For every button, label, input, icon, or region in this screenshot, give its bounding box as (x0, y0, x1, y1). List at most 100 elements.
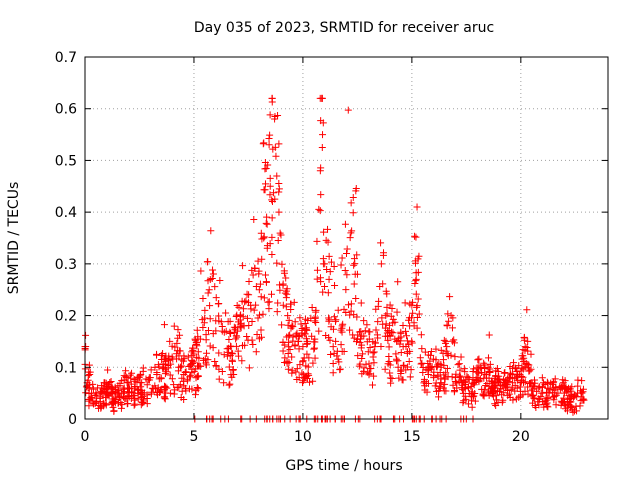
data-point (118, 401, 126, 409)
data-point (342, 286, 350, 294)
data-point-key (292, 332, 300, 340)
data-point (471, 397, 479, 405)
data-point (405, 358, 413, 366)
data-point (574, 382, 582, 390)
data-point-key (386, 332, 394, 340)
data-point (319, 288, 327, 296)
data-point-key (205, 286, 213, 294)
data-point (522, 359, 530, 367)
data-point-key (114, 389, 122, 397)
data-point (99, 399, 107, 407)
data-point (164, 364, 172, 372)
data-point (200, 356, 208, 364)
x-tick-label: 20 (512, 429, 530, 445)
data-point (128, 388, 136, 396)
data-point (360, 364, 368, 372)
y-tick-label: 0 (68, 412, 77, 428)
data-point (397, 367, 405, 375)
data-point (253, 330, 261, 338)
data-point-key (364, 348, 372, 356)
data-point (339, 320, 347, 328)
data-point (309, 359, 317, 367)
data-point (394, 363, 402, 371)
data-point (286, 345, 294, 353)
data-point (524, 383, 532, 391)
data-point (224, 348, 232, 356)
data-point (520, 354, 528, 362)
data-point-key (528, 379, 536, 387)
data-point (193, 384, 201, 392)
data-point (199, 294, 207, 302)
data-point-key (436, 368, 444, 376)
data-point (330, 349, 338, 357)
data-point (518, 355, 526, 363)
data-point (424, 351, 432, 359)
data-point (236, 316, 244, 324)
data-point (335, 358, 343, 366)
data-point (178, 374, 186, 382)
data-point (265, 305, 273, 313)
data-point (193, 326, 201, 334)
data-point (413, 303, 421, 311)
data-point (336, 366, 344, 374)
data-point (297, 320, 305, 328)
data-point (311, 354, 319, 362)
data-point (263, 213, 271, 221)
data-point-key (425, 363, 433, 371)
data-point-key (567, 394, 575, 402)
data-point (386, 321, 394, 329)
data-point (188, 368, 196, 376)
data-point (358, 370, 366, 378)
data-point (505, 390, 513, 398)
data-point (538, 374, 546, 382)
data-point (388, 375, 396, 383)
data-point (512, 395, 520, 403)
data-point-key (408, 301, 416, 309)
data-point (383, 303, 391, 311)
data-point (206, 342, 214, 350)
data-point (524, 390, 532, 398)
data-point (393, 308, 401, 316)
data-point (303, 372, 311, 380)
data-point (398, 376, 406, 384)
data-point (275, 188, 283, 196)
data-point (122, 367, 130, 375)
data-point (540, 379, 548, 387)
data-point (482, 381, 490, 389)
data-point (366, 328, 374, 336)
data-point (283, 290, 291, 298)
data-point (418, 345, 426, 353)
data-point (316, 207, 324, 215)
data-point (358, 354, 366, 362)
data-point (542, 394, 550, 402)
data-point-key (92, 389, 100, 397)
data-point (89, 385, 97, 393)
plot-frame (84, 56, 609, 420)
data-point (320, 228, 328, 236)
data-point (202, 361, 210, 369)
data-point (274, 112, 282, 120)
data-point (492, 373, 500, 381)
data-point (260, 233, 268, 241)
data-point (204, 289, 212, 297)
data-point (279, 339, 287, 347)
data-point (170, 322, 178, 330)
data-point (209, 344, 217, 352)
data-point (461, 368, 469, 376)
data-point-key (521, 343, 529, 351)
data-point (382, 287, 390, 295)
data-point (282, 303, 290, 311)
data-point (445, 317, 453, 325)
data-point (298, 325, 306, 333)
data-point (201, 314, 209, 322)
data-point (341, 266, 349, 274)
y-tick-label: 0.6 (55, 102, 77, 118)
data-point (166, 337, 174, 345)
data-point-key (484, 363, 492, 371)
data-point (197, 267, 205, 275)
data-point (153, 350, 161, 358)
data-point (448, 324, 456, 332)
data-point (89, 399, 97, 407)
data-point (506, 393, 514, 401)
data-point (578, 377, 586, 385)
